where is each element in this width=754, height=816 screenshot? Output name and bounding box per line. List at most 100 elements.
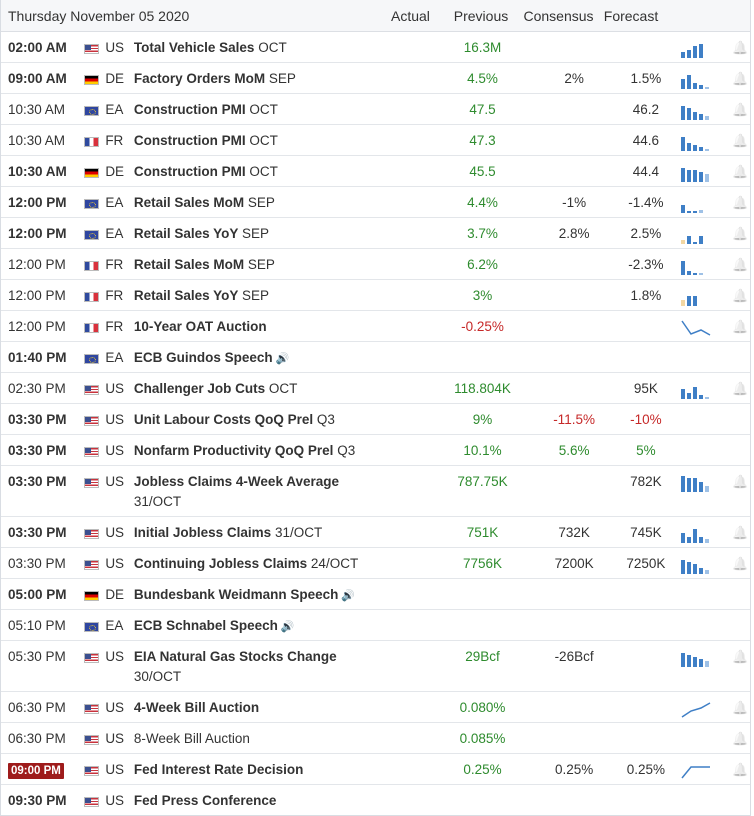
event-row[interactable]: 03:30 PM US Nonfarm Productivity QoQ Prel … (1, 435, 750, 466)
event-name-link[interactable]: Fed Interest Rate Decision (130, 760, 388, 780)
event-period: Q3 (337, 443, 356, 458)
alert-bell-icon[interactable]: 🔔 (732, 700, 749, 715)
event-row[interactable]: 03:30 PM US Unit Labour Costs QoQ Prel Q3 9… (1, 404, 750, 435)
event-row[interactable]: 02:30 PM US Challenger Job Cuts OCT 118.804… (1, 373, 750, 404)
history-chart-icon[interactable] (680, 133, 725, 151)
event-row[interactable]: 09:00 PM US Fed Interest Rate Decision 0.25… (1, 754, 750, 785)
event-row[interactable]: 03:30 PM US Jobless Claims 4-Week Average … (1, 466, 750, 517)
event-time: 12:00 PM (8, 257, 66, 272)
alert-bell-icon[interactable]: 🔔 (732, 288, 749, 303)
event-row[interactable]: 12:00 PM EA Retail Sales MoM SEP 4.4% -1% -1.… (1, 187, 750, 218)
alert-bell-icon[interactable]: 🔔 (732, 525, 749, 540)
event-name-link[interactable]: 4-Week Bill Auction (130, 698, 388, 718)
event-name-link[interactable]: ECB Schnabel Speech 🔊 (130, 616, 388, 637)
event-name-link[interactable]: Jobless Claims 4-Week Average 31/OCT (130, 472, 388, 512)
event-forecast: 2.5% (630, 226, 662, 241)
alert-bell-icon[interactable]: 🔔 (732, 257, 749, 272)
history-chart-icon[interactable] (680, 474, 725, 492)
event-name-link[interactable]: Unit Labour Costs QoQ Prel Q3 (130, 410, 388, 430)
event-row[interactable]: 12:00 PM FR Retail Sales YoY SEP 3% 1.8% 🔔 (1, 280, 750, 311)
alert-bell-icon[interactable]: 🔔 (732, 762, 749, 777)
event-name-link[interactable]: 10-Year OAT Auction (130, 317, 388, 337)
alert-bell-icon[interactable]: 🔔 (732, 556, 749, 571)
event-name-link[interactable]: 8-Week Bill Auction (130, 729, 388, 749)
alert-bell-icon[interactable]: 🔔 (732, 226, 749, 241)
alert-bell-icon[interactable]: 🔔 (732, 102, 749, 117)
history-chart-icon[interactable] (681, 762, 725, 780)
alert-bell-icon[interactable]: 🔔 (732, 731, 749, 746)
event-row[interactable]: 03:30 PM US Continuing Jobless Claims 24/O… (1, 548, 750, 579)
event-name-link[interactable]: Construction PMI OCT (130, 162, 388, 182)
event-name-link[interactable]: Initial Jobless Claims 31/OCT (130, 523, 388, 543)
event-row[interactable]: 05:30 PM US EIA Natural Gas Stocks Change … (1, 641, 750, 692)
event-row[interactable]: 10:30 AM EA Construction PMI OCT 47.5 46.2 🔔 (1, 94, 750, 125)
event-name: Construction PMI (133, 164, 246, 179)
event-row[interactable]: 12:00 PM FR Retail Sales MoM SEP 6.2% -2.3% 🔔 (1, 249, 750, 280)
event-name-link[interactable]: ECB Guindos Speech 🔊 (130, 348, 388, 369)
history-chart-icon[interactable] (681, 700, 725, 718)
history-chart-icon[interactable] (680, 525, 725, 543)
event-name-link[interactable]: Challenger Job Cuts OCT (130, 379, 388, 399)
event-name: Initial Jobless Claims (133, 525, 272, 540)
history-chart-icon[interactable] (680, 102, 725, 120)
event-name-link[interactable]: Fed Press Conference (130, 791, 388, 811)
event-country: DE (79, 164, 130, 179)
event-row[interactable]: 12:00 PM FR 10-Year OAT Auction -0.25% 🔔 (1, 311, 750, 342)
alert-bell-icon[interactable]: 🔔 (732, 133, 749, 148)
event-name-link[interactable]: Retail Sales YoY SEP (130, 286, 388, 306)
event-row[interactable]: 05:00 PM DE Bundesbank Weidmann Speech 🔊 (1, 579, 750, 610)
alert-bell-icon[interactable]: 🔔 (732, 71, 749, 86)
event-name: Total Vehicle Sales (133, 40, 255, 55)
history-bar (686, 296, 691, 306)
event-row[interactable]: 10:30 AM DE Construction PMI OCT 45.5 44.4 🔔 (1, 156, 750, 187)
event-row[interactable]: 09:30 PM US Fed Press Conference (1, 785, 750, 815)
event-name-link[interactable]: Retail Sales MoM SEP (130, 255, 388, 275)
history-bar (680, 106, 685, 120)
event-row[interactable]: 03:30 PM US Initial Jobless Claims 31/OCT 7… (1, 517, 750, 548)
history-bar (680, 168, 685, 182)
history-chart-icon[interactable] (680, 288, 725, 306)
event-name-link[interactable]: Construction PMI OCT (130, 100, 388, 120)
history-chart-icon[interactable] (680, 257, 725, 275)
event-name-link[interactable]: Construction PMI OCT (130, 131, 388, 151)
event-name-link[interactable]: Retail Sales YoY SEP (130, 224, 388, 244)
history-chart-icon[interactable] (680, 40, 725, 58)
alert-bell-icon[interactable]: 🔔 (732, 40, 749, 55)
event-row[interactable]: 06:30 PM US 8-Week Bill Auction 0.085% 🔔 (1, 723, 750, 754)
event-name-link[interactable]: EIA Natural Gas Stocks Change 30/OCT (130, 647, 388, 687)
event-row[interactable]: 02:00 AM US Total Vehicle Sales OCT 16.3M 🔔 (1, 32, 750, 63)
history-chart-icon[interactable] (680, 164, 725, 182)
history-chart-icon[interactable] (680, 319, 725, 337)
history-bar (686, 236, 691, 244)
history-chart-icon[interactable] (680, 556, 725, 574)
event-row[interactable]: 10:30 AM FR Construction PMI OCT 47.3 44.6 🔔 (1, 125, 750, 156)
event-name-link[interactable]: Continuing Jobless Claims 24/OCT (130, 554, 388, 574)
event-name-link[interactable]: Bundesbank Weidmann Speech 🔊 (130, 585, 388, 606)
event-name-link[interactable]: Retail Sales MoM SEP (130, 193, 388, 213)
alert-bell-icon[interactable]: 🔔 (732, 319, 749, 334)
history-chart-icon[interactable] (680, 71, 725, 89)
history-chart-icon[interactable] (680, 195, 725, 213)
event-name-link[interactable]: Factory Orders MoM SEP (130, 69, 388, 89)
event-name: 10-Year OAT Auction (133, 319, 267, 334)
history-bar (686, 211, 691, 213)
history-chart-icon[interactable] (680, 649, 725, 667)
event-row[interactable]: 01:40 PM EA ECB Guindos Speech 🔊 (1, 342, 750, 373)
event-country: US (79, 381, 130, 396)
event-name-link[interactable]: Total Vehicle Sales OCT (130, 38, 388, 58)
event-name-link[interactable]: Nonfarm Productivity QoQ Prel Q3 (130, 441, 388, 461)
event-consensus: 2.8% (558, 226, 590, 241)
history-chart-icon[interactable] (680, 226, 725, 244)
history-chart-icon[interactable] (680, 381, 725, 399)
alert-bell-icon[interactable]: 🔔 (732, 474, 749, 489)
event-country: EA (79, 102, 130, 117)
event-row[interactable]: 06:30 PM US 4-Week Bill Auction 0.080% 🔔 (1, 692, 750, 723)
alert-bell-icon[interactable]: 🔔 (732, 164, 749, 179)
event-consensus: -1% (562, 195, 587, 210)
event-row[interactable]: 12:00 PM EA Retail Sales YoY SEP 3.7% 2.8% 2.… (1, 218, 750, 249)
alert-bell-icon[interactable]: 🔔 (732, 381, 749, 396)
alert-bell-icon[interactable]: 🔔 (732, 649, 749, 664)
alert-bell-icon[interactable]: 🔔 (732, 195, 749, 210)
event-row[interactable]: 09:00 AM DE Factory Orders MoM SEP 4.5% 2% 1.… (1, 63, 750, 94)
event-row[interactable]: 05:10 PM EA ECB Schnabel Speech 🔊 (1, 610, 750, 641)
